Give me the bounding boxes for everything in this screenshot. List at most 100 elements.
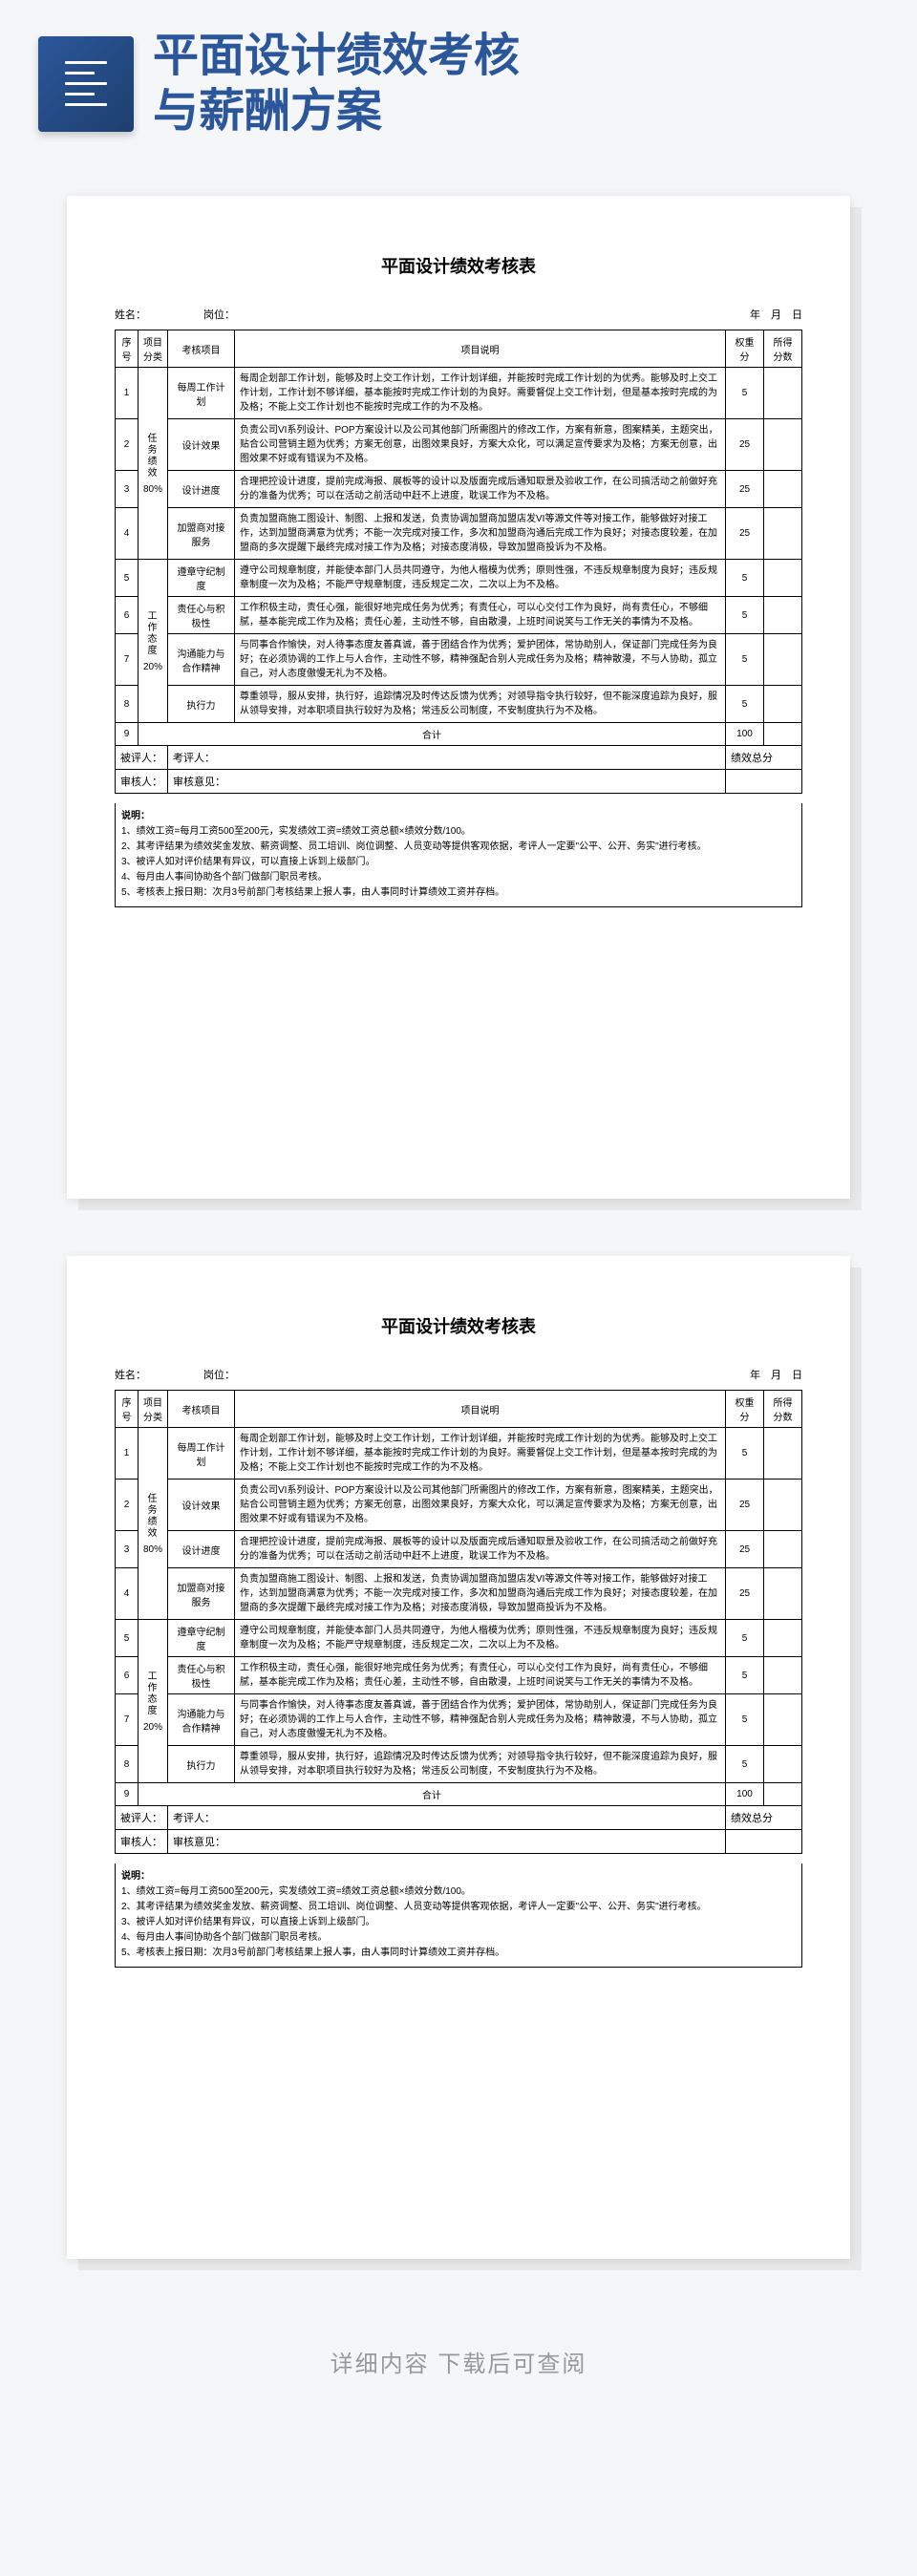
header-fields: 姓名： 岗位： 年 月 日 [115, 307, 802, 322]
cell-seq: 7 [116, 1694, 139, 1746]
cell-item: 每周工作计划 [168, 1428, 235, 1480]
cell-weight: 25 [726, 471, 764, 508]
reviewer-row: 审核人：审核意见： [116, 770, 802, 794]
cell-item: 设计进度 [168, 1531, 235, 1568]
note-item: 3、被评人如对评价结果有异议，可以直接上诉到上级部门。 [121, 1915, 796, 1930]
cell-seq: 1 [116, 1428, 139, 1480]
cell-desc: 尊重领导，服从安排，执行好，追踪情况及时传达反馈为优秀；对领导指令执行较好，但不… [235, 1746, 726, 1783]
notes-block: 说明： 1、绩效工资=每月工资500至200元，实发绩效工资=绩效工资总额×绩效… [115, 1863, 802, 1968]
performance-table: 序号 项目分类 考核项目 项目说明 权重分 所得分数 1任务绩效80%每周工作计… [115, 1390, 802, 1854]
word-icon [38, 36, 134, 132]
cell-item: 每周工作计划 [168, 368, 235, 419]
cell-item: 设计进度 [168, 471, 235, 508]
cell-weight: 25 [726, 1531, 764, 1568]
cell-item: 责任心与积极性 [168, 1657, 235, 1694]
notes-title: 说明： [121, 809, 796, 824]
document-page-2: 平面设计绩效考核表 姓名： 岗位： 年 月 日 序号 项目分类 考核项目 项目说… [67, 1256, 850, 2259]
cell-score [764, 419, 802, 471]
cell-desc: 负责加盟商施工图设计、制图、上报和发送，负责协调加盟商加盟店发VI等源文件等对接… [235, 508, 726, 560]
cell-score [764, 560, 802, 597]
cell-weight: 25 [726, 1568, 764, 1620]
header-fields: 姓名： 岗位： 年 月 日 [115, 1367, 802, 1382]
performance-table: 序号 项目分类 考核项目 项目说明 权重分 所得分数 1任务绩效80%每周工作计… [115, 330, 802, 794]
field-date: 年 月 日 [750, 307, 802, 322]
table-row: 4加盟商对接服务负责加盟商施工图设计、制图、上报和发送，负责协调加盟商加盟店发V… [116, 508, 802, 560]
cell-seq: 6 [116, 597, 139, 634]
cell-desc: 尊重领导，服从安排，执行好，追踪情况及时传达反馈为优秀；对领导指令执行较好，但不… [235, 686, 726, 723]
cell-item: 加盟商对接服务 [168, 1568, 235, 1620]
cell-item: 加盟商对接服务 [168, 508, 235, 560]
sum-row: 9合计100 [116, 723, 802, 746]
cell-seq: 6 [116, 1657, 139, 1694]
cell-weight: 5 [726, 686, 764, 723]
notes-title: 说明： [121, 1869, 796, 1884]
cell-weight: 5 [726, 560, 764, 597]
cell-score [764, 508, 802, 560]
cell-category: 任务绩效80% [139, 1428, 168, 1620]
cell-category: 任务绩效80% [139, 368, 168, 560]
signature-row: 被评人：考评人：绩效总分 [116, 746, 802, 770]
title: 平面设计绩效考核 与薪酬方案 [153, 29, 520, 138]
signature-row: 被评人：考评人：绩效总分 [116, 1806, 802, 1830]
cell-desc: 负责公司VI系列设计、POP方案设计以及公司其他部门所需图片的修改工作，方案有新… [235, 1480, 726, 1531]
table-row: 6 责任心与积极性工作积极主动，责任心强，能很好地完成任务为优秀；有责任心，可以心… [116, 1657, 802, 1694]
table-row: 3设计进度合理把控设计进度，提前完成海报、展板等的设计以及版面完成后通知取景及验… [116, 471, 802, 508]
table-row: 2 设计效果负责公司VI系列设计、POP方案设计以及公司其他部门所需图片的修改工作… [116, 419, 802, 471]
cell-desc: 每周企划部工作计划，能够及时上交工作计划，工作计划详细，并能按时完成工作计划的为… [235, 368, 726, 419]
sum-row: 9合计100 [116, 1783, 802, 1806]
cell-weight: 25 [726, 1480, 764, 1531]
th-score: 所得分数 [764, 1391, 802, 1428]
cell-score [764, 368, 802, 419]
cell-seq: 8 [116, 1746, 139, 1783]
cell-item: 设计效果 [168, 419, 235, 471]
title-line1: 平面设计绩效考核 [153, 29, 520, 84]
note-item: 5、考核表上报日期：次月3号前部门考核结果上报人事，由人事同时计算绩效工资并存档… [121, 1946, 796, 1961]
table-row: 6责任心与积极性工作积极主动，责任心强，能很好地完成任务为优秀；有责任心，可以心… [116, 597, 802, 634]
cell-score [764, 1568, 802, 1620]
doc-title: 平面设计绩效考核表 [115, 253, 802, 278]
cell-score [764, 686, 802, 723]
cell-weight: 25 [726, 419, 764, 471]
th-score: 所得分数 [764, 330, 802, 368]
cell-desc: 每周企划部工作计划，能够及时上交工作计划，工作计划详细，并能按时完成工作计划的为… [235, 1428, 726, 1480]
table-row: 7沟通能力与合作精神与同事合作愉快，对人待事态度友善真诚，善于团结合作为优秀；爱… [116, 634, 802, 686]
cell-desc: 工作积极主动，责任心强，能很好地完成任务为优秀；有责任心，可以心交付工作为良好，… [235, 1657, 726, 1694]
note-item: 2、其考评结果为绩效奖金发放、薪资调整、员工培训、岗位调整、人员变动等提供客观依… [121, 840, 796, 855]
cell-weight: 5 [726, 1428, 764, 1480]
cell-seq: 2 [116, 419, 139, 471]
cell-desc: 负责公司VI系列设计、POP方案设计以及公司其他部门所需图片的修改工作，方案有新… [235, 419, 726, 471]
cell-seq: 5 [116, 1620, 139, 1657]
note-item: 1、绩效工资=每月工资500至200元，实发绩效工资=绩效工资总额×绩效分数/1… [121, 1884, 796, 1900]
cell-desc: 与同事合作愉快，对人待事态度友善真诚，善于团结合作为优秀；爱护团体，常协助别人，… [235, 634, 726, 686]
th-item: 考核项目 [168, 330, 235, 368]
th-category: 项目分类 [139, 1391, 168, 1428]
cell-weight: 5 [726, 1620, 764, 1657]
note-item: 4、每月由人事间协助各个部门做部门职员考核。 [121, 870, 796, 885]
cell-weight: 5 [726, 368, 764, 419]
cell-weight: 5 [726, 1746, 764, 1783]
table-row: 1任务绩效80%每周工作计划每周企划部工作计划，能够及时上交工作计划，工作计划详… [116, 368, 802, 419]
cell-item: 执行力 [168, 1746, 235, 1783]
note-item: 4、每月由人事间协助各个部门做部门职员考核。 [121, 1930, 796, 1946]
cell-score [764, 1657, 802, 1694]
th-weight: 权重分 [726, 330, 764, 368]
cell-weight: 5 [726, 634, 764, 686]
cell-item: 遵章守纪制度 [168, 1620, 235, 1657]
th-desc: 项目说明 [235, 1391, 726, 1428]
cell-seq: 4 [116, 1568, 139, 1620]
field-position: 岗位： [203, 1367, 235, 1382]
table-row: 8执行力尊重领导，服从安排，执行好，追踪情况及时传达反馈为优秀；对领导指令执行较… [116, 686, 802, 723]
field-date: 年 月 日 [750, 1367, 802, 1382]
cell-weight: 5 [726, 1694, 764, 1746]
table-row: 8 执行力尊重领导，服从安排，执行好，追踪情况及时传达反馈为优秀；对领导指令执行较… [116, 1746, 802, 1783]
page-stack-1: 平面设计绩效考核表 姓名： 岗位： 年 月 日 序号 项目分类 考核项目 项目说… [67, 196, 850, 1199]
th-category: 项目分类 [139, 330, 168, 368]
cell-category: 工作态度20% [139, 1620, 168, 1783]
cell-seq: 8 [116, 686, 139, 723]
cell-score [764, 1694, 802, 1746]
table-row: 4加盟商对接服务负责加盟商施工图设计、制图、上报和发送，负责协调加盟商加盟店发V… [116, 1568, 802, 1620]
cell-score [764, 597, 802, 634]
cell-score [764, 634, 802, 686]
field-position: 岗位： [203, 307, 235, 322]
doc-title: 平面设计绩效考核表 [115, 1313, 802, 1338]
